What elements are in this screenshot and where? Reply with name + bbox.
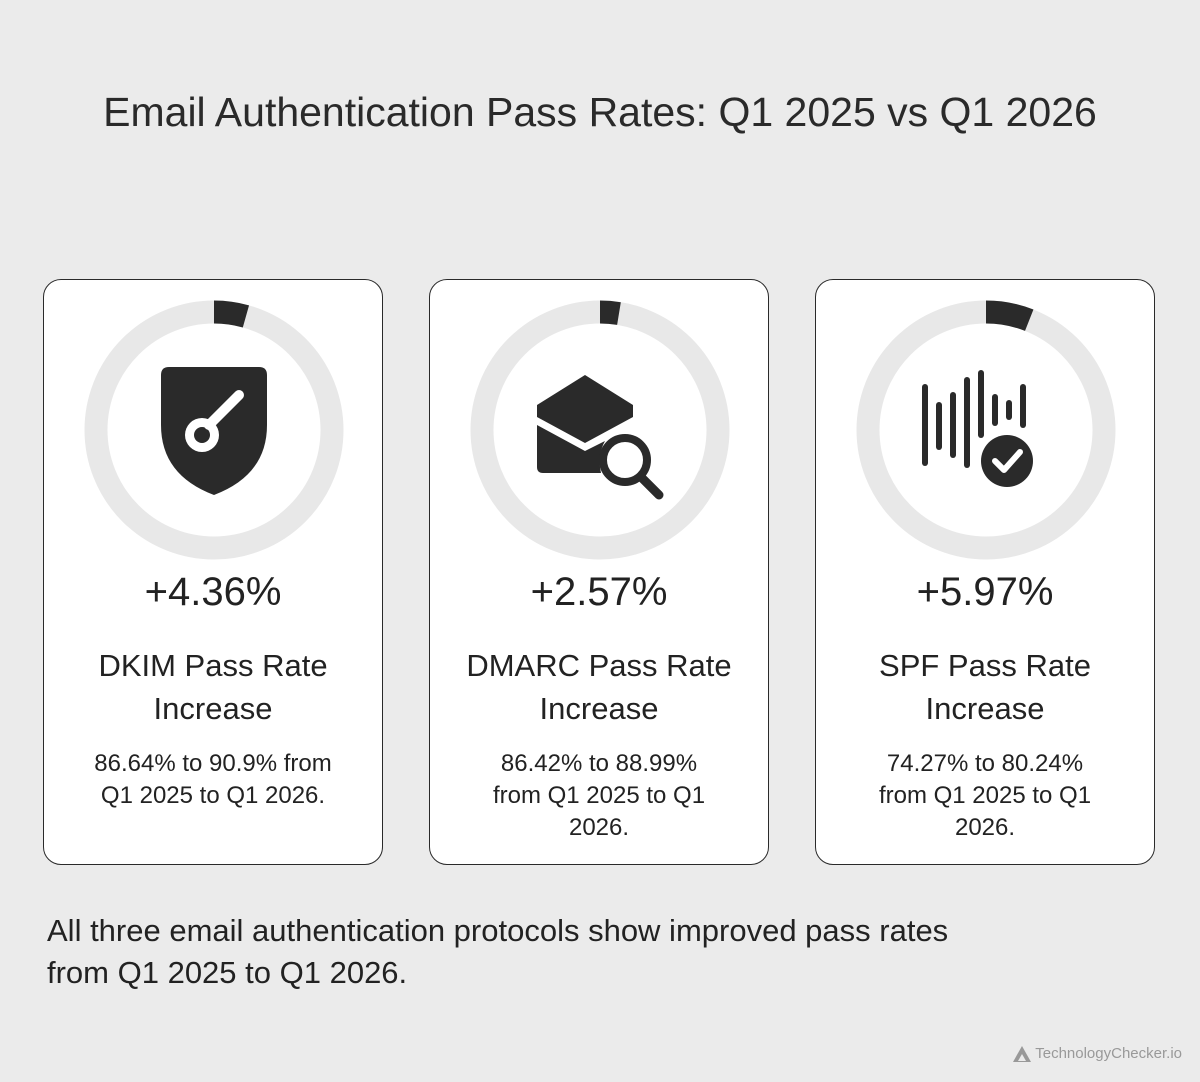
gauge-label: DMARC Pass Rate Increase bbox=[466, 648, 732, 726]
gauge-arc bbox=[985, 300, 1034, 332]
brand-name: TechnologyChecker.io bbox=[1035, 1045, 1182, 1062]
footnote: All three email authentication protocols… bbox=[47, 913, 949, 990]
card-dmarc: +2.57% DMARC Pass Rate Increase 86.42% t… bbox=[429, 279, 769, 865]
brand-logo-icon bbox=[1013, 1045, 1032, 1062]
gauge-ring bbox=[470, 300, 730, 560]
gauge-value: +4.36% bbox=[144, 570, 282, 614]
gauge-ring bbox=[84, 300, 344, 560]
gauge-ring bbox=[856, 300, 1116, 560]
signal-check-icon bbox=[922, 370, 1033, 487]
card-dkim: +4.36% DKIM Pass Rate Increase 86.64% to… bbox=[43, 279, 383, 865]
gauge-label: DKIM Pass Rate Increase bbox=[98, 648, 328, 726]
gauge-description: 86.42% to 88.99% from Q1 2025 to Q1 2026… bbox=[492, 750, 706, 841]
brand: TechnologyChecker.io bbox=[1013, 1045, 1182, 1062]
shield-key-icon bbox=[161, 367, 267, 495]
gauge-description: 74.27% to 80.24% from Q1 2025 to Q1 2026… bbox=[878, 750, 1092, 841]
envelope-search-icon bbox=[537, 375, 664, 500]
gauge-arc bbox=[213, 300, 250, 328]
card-spf: +5.97% SPF Pass Rate Increase 74.27% to … bbox=[815, 279, 1155, 865]
chart-title: Email Authentication Pass Rates: Q1 2025… bbox=[103, 89, 1097, 135]
gauge-value: +5.97% bbox=[916, 570, 1054, 614]
gauge-value: +2.57% bbox=[530, 570, 668, 614]
gauge-description: 86.64% to 90.9% from Q1 2025 to Q1 2026. bbox=[94, 750, 332, 809]
gauge-label: SPF Pass Rate Increase bbox=[879, 648, 1091, 726]
gauge-arc bbox=[599, 300, 621, 325]
